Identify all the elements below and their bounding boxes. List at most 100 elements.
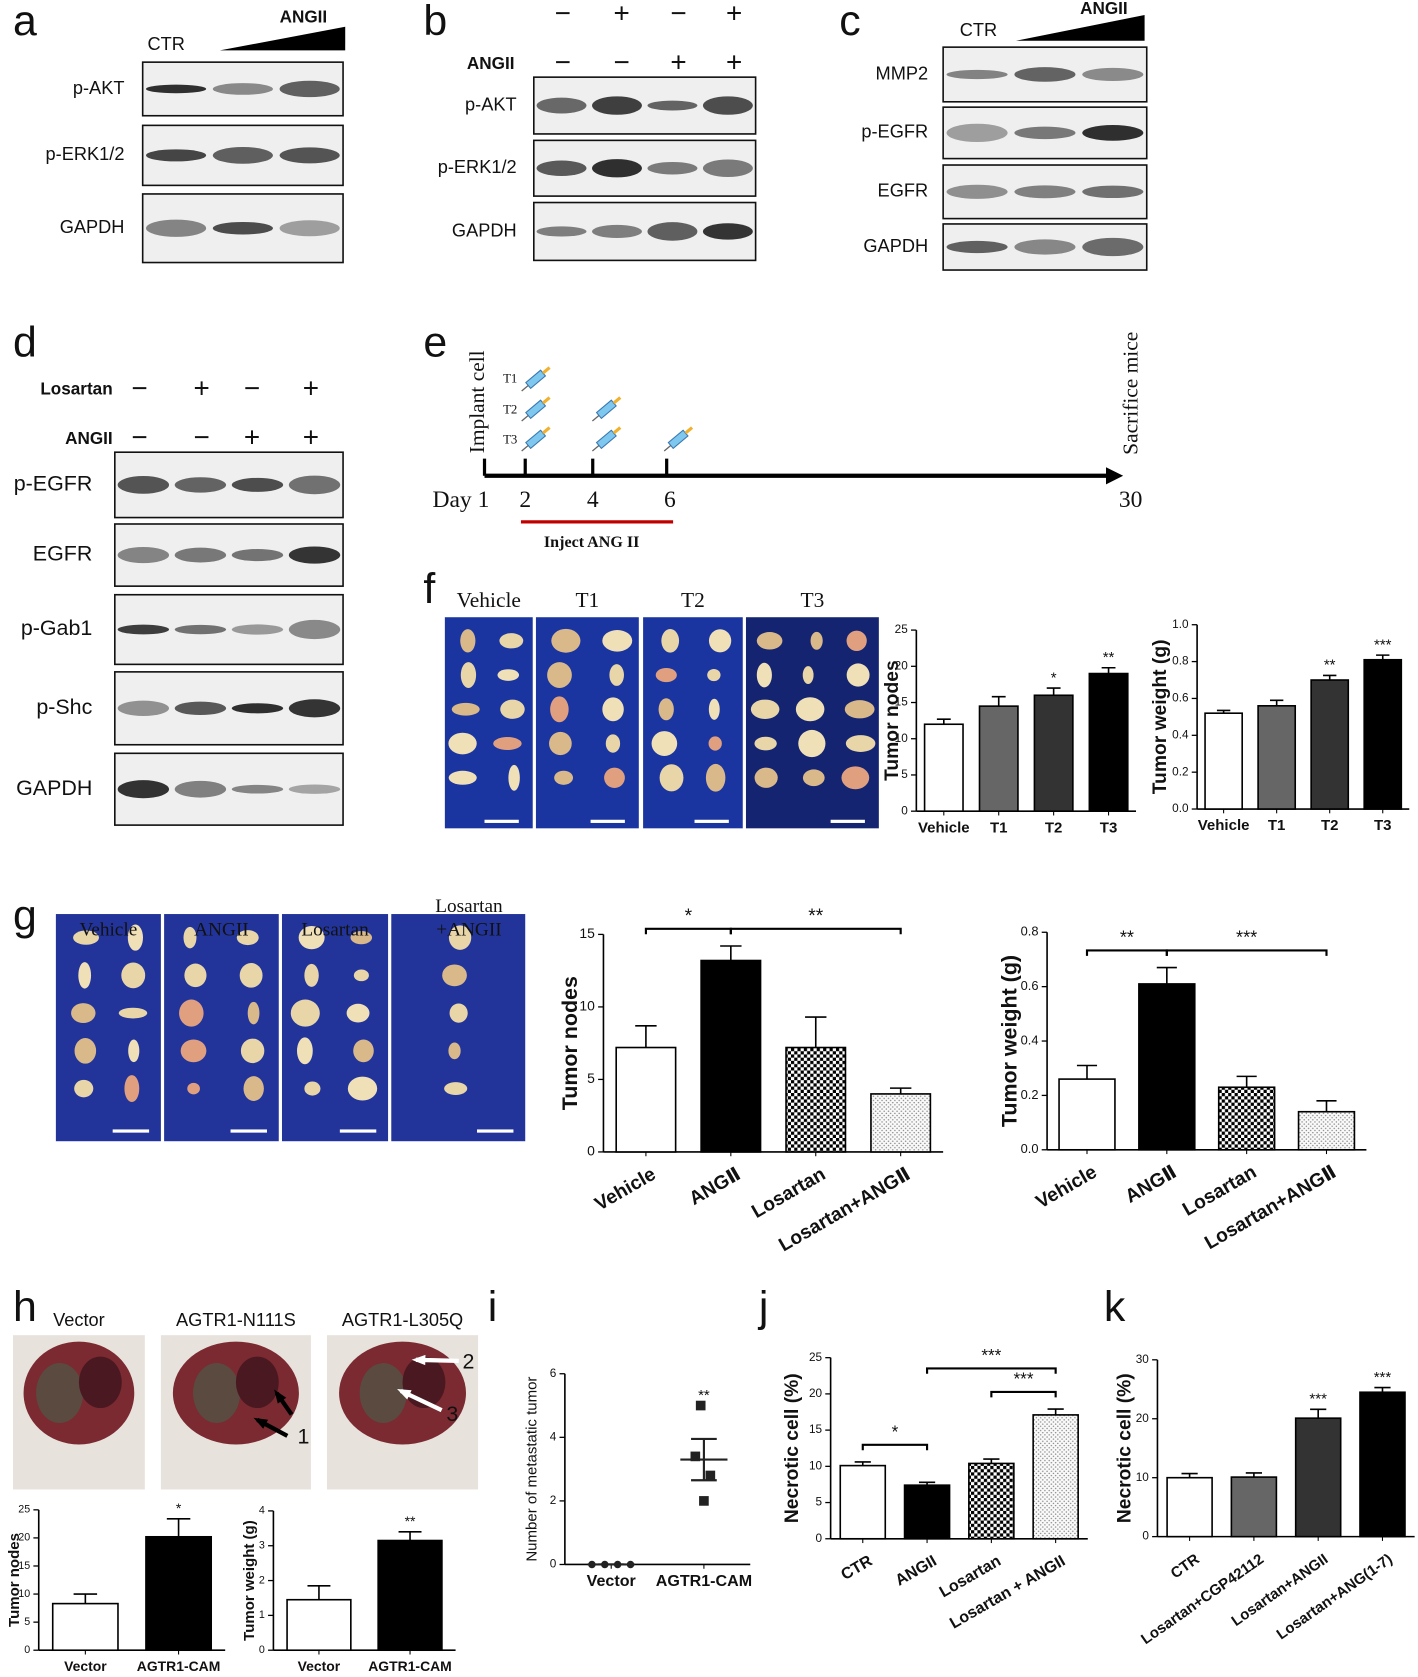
tumor: [602, 697, 624, 722]
bar: [1310, 679, 1350, 810]
tumor: [353, 969, 369, 982]
y-tick-label: 0.8: [1021, 924, 1039, 939]
syringe-body: [595, 429, 617, 450]
photo-organ: [193, 1363, 241, 1424]
syringe-plunger: [684, 426, 694, 435]
bar: [903, 1484, 951, 1540]
tumor: [707, 668, 721, 682]
arrow-label: 3: [446, 1402, 458, 1426]
syringe: [591, 396, 622, 422]
x-tick-label: Vector: [587, 1572, 636, 1590]
significance-label: **: [1103, 649, 1115, 666]
y-tick-label: 0.2: [1021, 1087, 1039, 1102]
blot-label: p-Shc: [36, 695, 92, 719]
treatment-label: ANGII: [467, 53, 515, 73]
tumor: [754, 767, 778, 788]
tumor: [124, 1075, 140, 1103]
panel-letter: j: [757, 1283, 769, 1331]
blot-band: [647, 222, 698, 241]
bar: [1033, 694, 1074, 812]
blot-band: [231, 477, 284, 492]
tumor: [798, 729, 826, 758]
blot-band: [231, 703, 284, 714]
blot-band: [647, 100, 698, 111]
tumor: [74, 1037, 97, 1064]
treatment-sign: +: [193, 372, 209, 403]
tumor: [347, 1076, 378, 1101]
blot-band: [279, 80, 340, 98]
blot-band: [212, 83, 273, 95]
y-tick-label: 4: [259, 1505, 265, 1517]
blot-band: [536, 160, 587, 176]
bar: [286, 1598, 352, 1652]
tumor: [353, 1039, 374, 1063]
x-tick-label: T3: [1100, 819, 1118, 836]
day-label: 2: [519, 487, 531, 513]
tumor: [846, 630, 867, 652]
blot-band: [1014, 67, 1076, 82]
significance-label: ***: [1374, 1369, 1392, 1386]
bar: [145, 1535, 213, 1652]
photo-label: Vehicle: [457, 588, 521, 612]
y-tick-label: 5: [816, 1496, 823, 1509]
tumor: [547, 662, 572, 688]
treatment-sign: −: [555, 0, 571, 28]
blot-band: [212, 147, 273, 164]
error-bar: [918, 1481, 936, 1486]
arrow-head: [411, 1354, 426, 1366]
error-bar: [1236, 1075, 1257, 1088]
y-tick-label: 2: [550, 1494, 557, 1507]
treatment-label: Losartan: [40, 379, 112, 399]
tumor: [78, 962, 92, 989]
error-bar: [1216, 709, 1231, 714]
error-bar: [691, 1437, 717, 1482]
tumor: [609, 664, 624, 686]
blot-band: [702, 159, 753, 178]
syringe-needle: [521, 384, 529, 392]
tumor: [846, 663, 870, 687]
error-bar: [1376, 654, 1390, 660]
y-axis-label: Tumor nodes: [558, 976, 582, 1110]
tumor: [236, 930, 259, 946]
arrow-head: [397, 1389, 412, 1400]
blot-band: [592, 224, 642, 239]
syringe-plunger: [541, 366, 551, 375]
bracket-label: *: [685, 906, 693, 927]
blot-band: [1014, 239, 1076, 255]
tumor: [554, 770, 574, 785]
significance-label: ***: [1374, 636, 1392, 653]
tumor: [180, 1039, 207, 1063]
treatment-sign: −: [670, 0, 686, 28]
syringe-body: [525, 429, 547, 450]
photo-label: T1: [575, 588, 599, 612]
photo: [164, 914, 279, 1142]
blot-band: [117, 546, 170, 564]
tumor: [460, 629, 476, 653]
tumor: [750, 699, 780, 720]
y-tick-label: 15: [579, 925, 595, 941]
x-tick-label: T1: [990, 819, 1008, 836]
tumor: [841, 766, 870, 790]
tumor: [187, 1082, 200, 1095]
bar: [1138, 983, 1196, 1151]
syringe-body: [595, 399, 617, 420]
tumor: [451, 702, 480, 716]
tumor: [298, 926, 325, 950]
tumor: [604, 767, 625, 788]
x-tick-label: Losartan + ANGII: [947, 1552, 1069, 1633]
blot-header: CTR: [148, 34, 185, 54]
blot-band: [117, 624, 170, 635]
point: [695, 1400, 706, 1411]
tumor: [651, 731, 678, 756]
tumor: [243, 1076, 264, 1101]
x-tick-label: Losartan+ANG(1-7): [1274, 1551, 1396, 1644]
x-tick-label: AGTR1-CAM: [656, 1572, 752, 1590]
scale-bar: [477, 1129, 514, 1133]
x-tick-label: CTR: [1168, 1551, 1203, 1583]
tumor: [845, 735, 876, 752]
y-tick-label: 3: [259, 1540, 265, 1552]
photo-label: Vector: [53, 1310, 105, 1330]
blot-band: [647, 161, 698, 175]
error-bar: [1181, 1472, 1198, 1478]
scale-bar: [112, 1129, 150, 1133]
